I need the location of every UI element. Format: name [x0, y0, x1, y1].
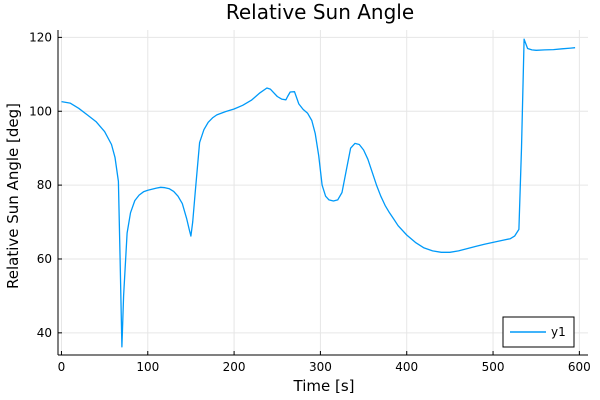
- x-tick-label: 100: [136, 360, 159, 374]
- y-tick-label: 80: [37, 178, 52, 192]
- x-tick-label: 500: [482, 360, 505, 374]
- axes: [57, 30, 588, 356]
- legend: y1: [502, 316, 575, 348]
- x-axis-label: Time [s]: [293, 377, 355, 395]
- y-tick-label: 100: [29, 104, 52, 118]
- chart-title: Relative Sun Angle: [226, 0, 414, 24]
- series-line-y1: [61, 38, 576, 348]
- y-gridlines: [58, 36, 588, 334]
- x-ticks: 0 100 200 300 400 500 600: [58, 351, 591, 374]
- y-ticks: 40 60 80 100 120: [29, 30, 62, 340]
- x-tick-label: 200: [223, 360, 246, 374]
- x-tick-label: 300: [309, 360, 332, 374]
- x-gridlines: [60, 30, 580, 355]
- x-tick-label: 600: [568, 360, 591, 374]
- x-tick-label: 400: [395, 360, 418, 374]
- y-tick-label: 120: [29, 30, 52, 44]
- x-tick-label: 0: [58, 360, 66, 374]
- legend-label: y1: [551, 325, 566, 339]
- series-layer: [61, 38, 576, 348]
- y-axis-label: Relative Sun Angle [deg]: [4, 103, 22, 289]
- y-tick-label: 60: [37, 252, 52, 266]
- y-tick-label: 40: [37, 326, 52, 340]
